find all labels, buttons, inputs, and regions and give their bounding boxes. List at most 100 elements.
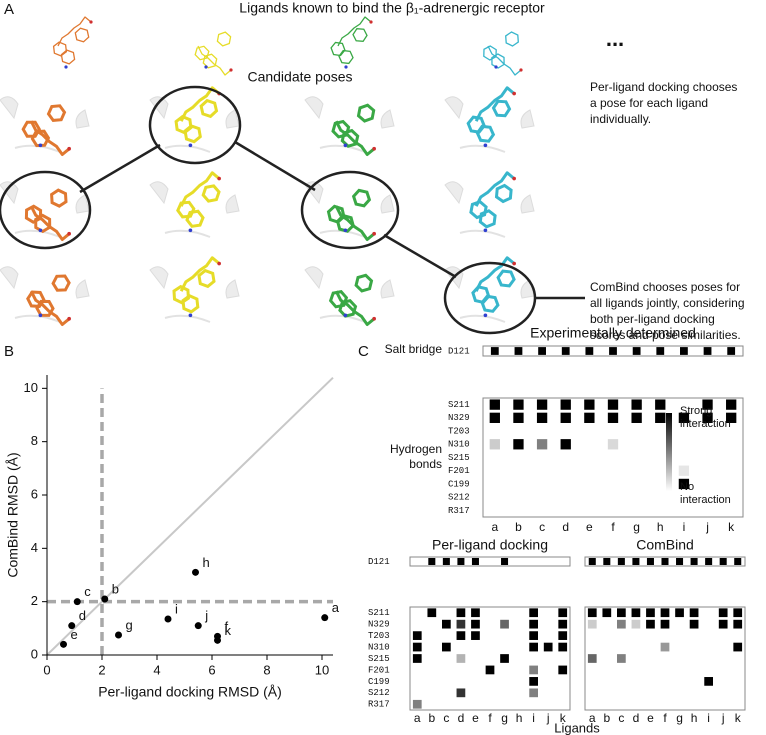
protein [520,194,535,214]
heatmap-cell [558,699,568,709]
heatmap-cell [584,452,595,463]
heatmap-cell [689,608,699,618]
chain [29,205,71,241]
chain [29,120,71,156]
heatmap-cell [726,425,737,437]
column-label: j [705,520,709,534]
molecule [194,31,233,76]
heatmap-cell [678,492,690,503]
heatmap-cell [702,452,713,463]
heatmap-cell [560,492,571,503]
atom [188,143,193,148]
heatmap-cell [675,631,684,640]
heatmap-cell [602,619,612,629]
heatmap-cell [543,642,553,652]
heatmap-cell [584,492,595,503]
column-label: k [560,711,567,725]
heatmap-cell [412,631,422,640]
molecule [330,16,373,69]
atom [38,228,43,233]
selection-ellipse [300,170,400,250]
heatmap-cell [631,619,641,629]
ring [338,49,354,65]
heatmap-cell [726,452,737,463]
atom [512,176,516,181]
heatmap-cell [607,492,619,503]
x-tick-label: 2 [98,662,105,677]
column-label: e [586,520,593,534]
heatmap-cell [536,505,548,516]
heatmap-cell [602,677,612,686]
heatmap-cell [529,688,538,698]
heatmap-cell [587,654,597,663]
pose-grid [0,16,585,335]
heatmap-cell [529,631,538,640]
heatmap-cell [733,631,743,640]
heatmap-cell [412,665,422,675]
row-label: F201 [368,665,390,675]
heatmap-cell [704,631,713,640]
heatmap-cell [559,557,567,566]
y-tick-label: 10 [24,380,38,395]
heatmap-cell [702,399,713,410]
protein [304,96,324,120]
heatmap-cell [536,425,548,437]
heatmap-cell [584,412,595,423]
heatmap-cell [602,699,612,709]
heatmap-cell [617,642,626,652]
column-label: a [491,520,498,534]
point [164,615,172,623]
protein [304,266,324,290]
heatmap-cell [607,478,619,490]
chain [57,16,92,47]
heatmap-cell [560,399,571,410]
heatmap-cell [456,699,466,709]
heatmap-cell [631,412,642,423]
heatmap-cell [584,439,595,450]
heatmap-cell [631,425,642,437]
heatmap-cell [513,505,524,516]
heatmap-cell [500,654,509,663]
molecule [52,16,93,69]
heatmap-cell [489,399,500,410]
block-label: Hydrogen [390,442,442,456]
row-label: N329 [368,620,390,630]
heatmap-cell [689,631,699,640]
block-label: Salt bridge [385,342,443,356]
point [214,636,221,644]
heatmap-cell [485,688,495,698]
chain [474,171,516,207]
protein [75,279,90,299]
atom [483,313,488,318]
colorbar-label: Strong [680,405,712,417]
heatmap-cell [675,608,684,618]
note-line: Per-ligand docking chooses [590,80,737,94]
heatmap-cell [733,608,743,618]
heatmap-cell [514,608,524,618]
row-label: R317 [448,506,470,516]
heatmap-cell [702,439,713,450]
point-label: c [84,584,91,599]
heatmap-cell [543,699,553,709]
heatmap-cell [675,699,684,709]
heatmap-cell [560,425,571,437]
heatmap-cell [718,699,728,709]
heatmap-cell [646,654,655,663]
heatmap-cell [514,665,524,675]
heatmap-cell [656,347,665,355]
heatmap-cell [560,439,571,450]
heatmap-cell [514,688,524,698]
heatmap-cell [442,688,451,698]
column-label: c [539,520,545,534]
heatmap-cell [501,557,509,566]
heatmap-cell [558,608,568,618]
heatmap-cell [456,608,466,618]
column-label: d [458,711,465,725]
column-label: h [657,520,664,534]
heatmap-cell [646,699,655,709]
atom [483,143,488,148]
row-label: N329 [448,413,470,423]
point-label: b [112,581,119,596]
point-label: g [126,617,133,632]
heatmap-cell [529,699,538,709]
